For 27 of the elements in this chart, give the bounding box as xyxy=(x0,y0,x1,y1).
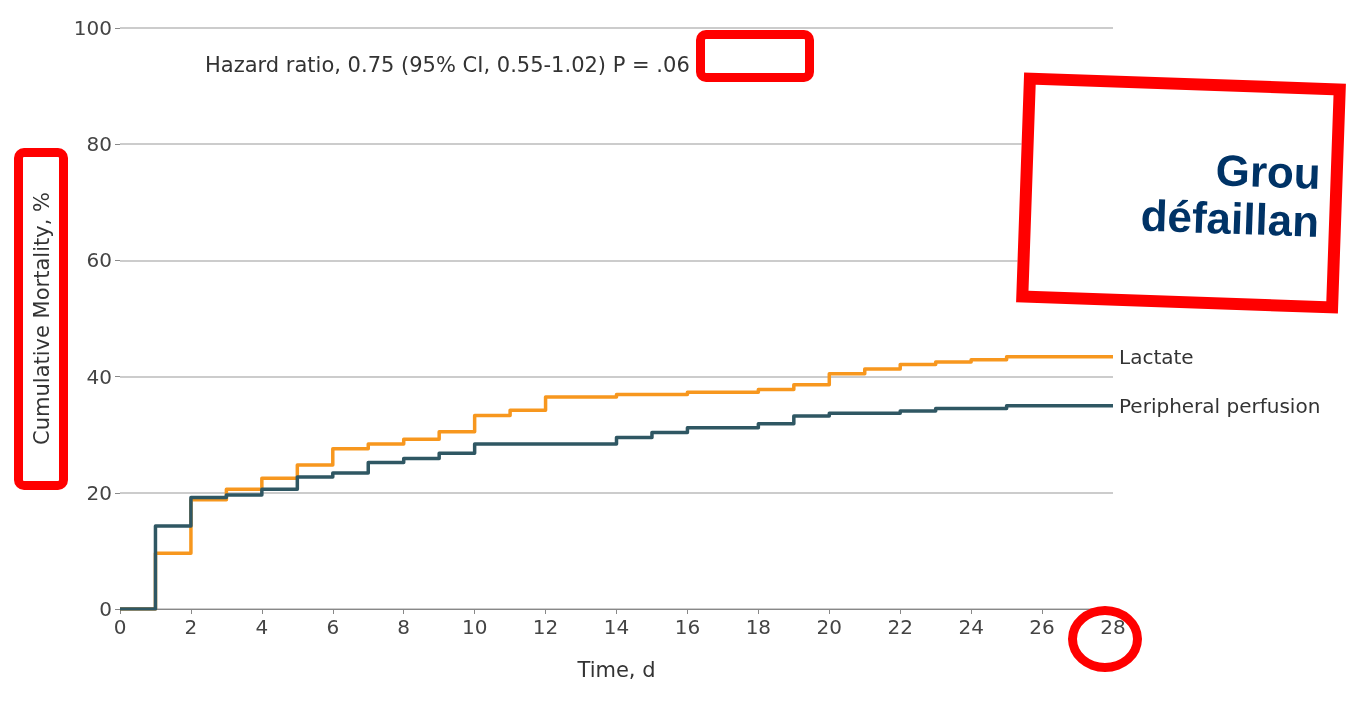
x-tick-label: 20 xyxy=(816,615,843,639)
y-axis-title: Cumulative Mortality, % xyxy=(29,192,54,445)
y-tick-label: 100 xyxy=(73,16,112,40)
x-tick-label: 2 xyxy=(184,615,198,639)
x-tick-label: 18 xyxy=(745,615,772,639)
x-tick-label: 16 xyxy=(674,615,701,639)
y-tick-label: 0 xyxy=(99,597,112,621)
series-label: Peripheral perfusion xyxy=(1119,393,1321,418)
x-tick-label: 14 xyxy=(603,615,630,639)
y-tick-label: 20 xyxy=(86,480,112,505)
x-tick-label: 24 xyxy=(958,615,984,639)
y-tick-label: 40 xyxy=(86,364,112,389)
x-axis-title: Time, d xyxy=(576,657,656,682)
x-tick-label: 0 xyxy=(113,615,127,639)
y-tick-label: 60 xyxy=(86,248,112,273)
x-tick-label: 6 xyxy=(326,615,340,639)
x-tick-label: 10 xyxy=(461,615,488,639)
x-tick-label: 4 xyxy=(255,615,269,639)
x-tick-label: 12 xyxy=(532,615,559,639)
x-tick-label: 8 xyxy=(397,615,411,639)
y-tick-label: 80 xyxy=(86,132,112,157)
x-tick-label: 28 xyxy=(1100,615,1126,639)
x-tick-label: 26 xyxy=(1029,615,1055,639)
annotation: Hazard ratio, 0.75 (95% CI, 0.55-1.02) P = .06 xyxy=(205,52,690,77)
callout-box: Grou défaillan xyxy=(1016,72,1346,314)
x-tick-label: 22 xyxy=(887,615,913,639)
series-label: Lactate xyxy=(1119,344,1194,369)
